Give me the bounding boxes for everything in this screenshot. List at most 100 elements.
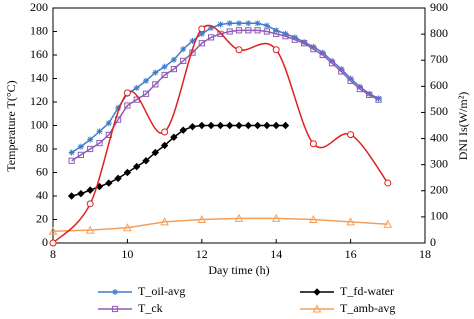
marker bbox=[87, 145, 94, 153]
marker bbox=[105, 120, 112, 127]
marker bbox=[143, 77, 149, 84]
marker bbox=[160, 141, 169, 150]
y2-tick-label: 300 bbox=[430, 156, 448, 170]
x-tick-label: 18 bbox=[419, 247, 431, 261]
y2-tick-label: 0 bbox=[430, 235, 436, 249]
marker bbox=[170, 133, 178, 141]
marker bbox=[179, 126, 187, 134]
marker bbox=[151, 148, 160, 157]
marker bbox=[235, 27, 243, 34]
marker bbox=[291, 36, 298, 43]
marker bbox=[112, 289, 118, 295]
marker bbox=[383, 219, 393, 228]
marker bbox=[272, 121, 280, 130]
marker bbox=[375, 96, 382, 103]
marker bbox=[86, 186, 94, 194]
marker bbox=[86, 200, 94, 208]
marker bbox=[85, 225, 95, 234]
marker bbox=[111, 305, 119, 313]
marker bbox=[77, 189, 85, 198]
marker bbox=[77, 143, 84, 150]
marker bbox=[114, 174, 122, 183]
marker bbox=[142, 157, 150, 165]
marker bbox=[170, 66, 178, 73]
marker bbox=[366, 90, 373, 97]
marker bbox=[123, 89, 131, 97]
marker bbox=[225, 121, 234, 130]
marker bbox=[216, 121, 225, 130]
y-tick-label: 160 bbox=[30, 47, 48, 61]
y2-tick-label: 200 bbox=[430, 183, 448, 197]
marker bbox=[273, 27, 280, 34]
y2-tick-label: 100 bbox=[430, 209, 448, 223]
y2-tick-label: 600 bbox=[430, 78, 448, 92]
marker bbox=[188, 122, 197, 131]
marker bbox=[356, 85, 363, 93]
marker bbox=[235, 121, 243, 130]
marker bbox=[198, 40, 205, 47]
x-tick-label: 16 bbox=[345, 247, 357, 261]
marker bbox=[132, 162, 141, 171]
marker bbox=[77, 151, 85, 158]
marker bbox=[301, 40, 308, 47]
y-tick-label: 100 bbox=[30, 117, 48, 131]
marker bbox=[226, 20, 233, 27]
marker bbox=[207, 121, 215, 130]
marker bbox=[234, 213, 244, 222]
marker bbox=[226, 28, 233, 35]
y-axis-label: Temperature T(°C) bbox=[4, 80, 18, 171]
marker bbox=[208, 24, 215, 31]
x-axis-label: Day time (h) bbox=[208, 263, 269, 277]
legend-label: T_amb-avg bbox=[340, 301, 395, 315]
marker bbox=[254, 20, 261, 27]
marker bbox=[197, 214, 207, 223]
marker bbox=[217, 21, 224, 28]
y2-tick-label: 800 bbox=[430, 26, 448, 40]
marker bbox=[244, 121, 253, 130]
marker bbox=[180, 57, 187, 64]
marker bbox=[161, 63, 168, 70]
marker bbox=[310, 46, 317, 53]
marker bbox=[115, 104, 122, 111]
marker bbox=[271, 213, 281, 222]
marker bbox=[152, 81, 159, 88]
marker bbox=[49, 239, 57, 247]
marker bbox=[152, 69, 159, 76]
marker bbox=[346, 217, 355, 226]
marker bbox=[254, 27, 261, 34]
marker bbox=[123, 223, 132, 232]
series-line bbox=[71, 29, 379, 162]
marker bbox=[347, 131, 355, 139]
marker bbox=[170, 56, 177, 63]
x-tick-label: 14 bbox=[270, 247, 282, 261]
marker bbox=[366, 91, 373, 99]
series-line bbox=[71, 22, 379, 154]
marker bbox=[273, 30, 280, 37]
y-tick-label: 180 bbox=[30, 23, 48, 37]
y-tick-label: 0 bbox=[42, 235, 48, 249]
marker bbox=[180, 46, 187, 53]
marker bbox=[281, 121, 290, 130]
marker bbox=[189, 37, 196, 44]
marker bbox=[142, 90, 150, 97]
marker bbox=[87, 136, 94, 143]
y-tick-label: 20 bbox=[36, 211, 48, 225]
marker bbox=[245, 20, 252, 27]
marker bbox=[133, 84, 140, 91]
marker bbox=[68, 157, 75, 164]
marker bbox=[160, 217, 169, 226]
marker bbox=[235, 46, 243, 54]
marker bbox=[328, 60, 336, 67]
marker bbox=[312, 304, 322, 313]
marker bbox=[124, 102, 131, 109]
x-tick-label: 12 bbox=[196, 247, 208, 261]
marker bbox=[48, 226, 58, 235]
marker bbox=[68, 149, 75, 156]
marker bbox=[347, 77, 354, 84]
y2-axis-label: DNI Is(W/m²) bbox=[456, 92, 470, 161]
marker bbox=[96, 128, 103, 135]
marker bbox=[161, 128, 169, 136]
marker bbox=[313, 288, 321, 296]
marker bbox=[217, 30, 224, 37]
marker bbox=[198, 25, 206, 33]
